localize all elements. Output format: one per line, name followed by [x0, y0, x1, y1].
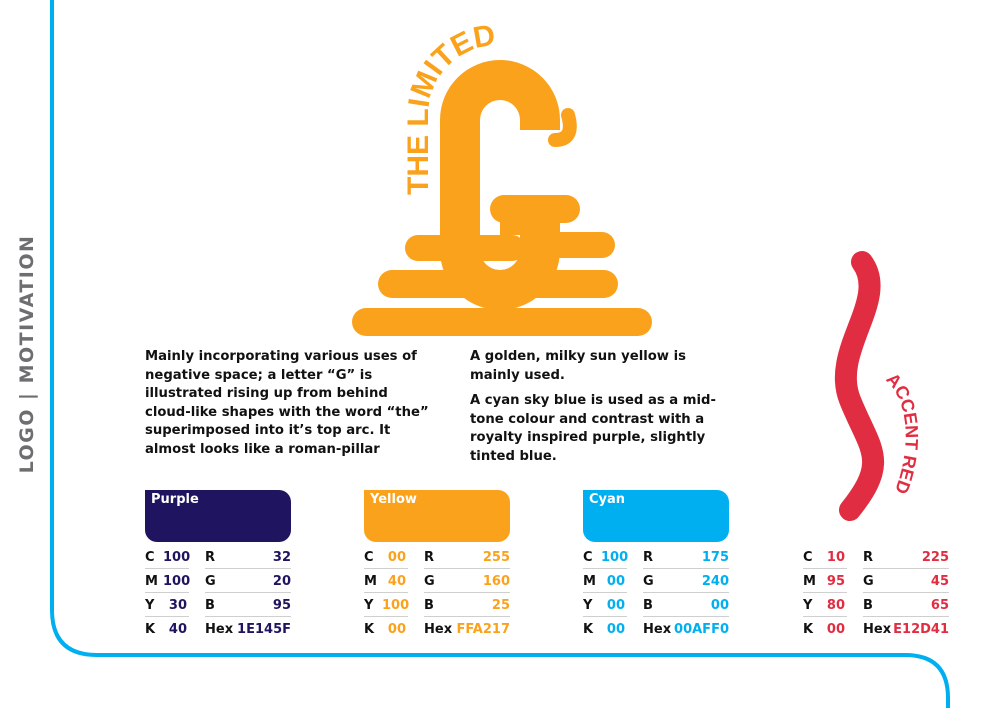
hex-value: 1E145F [237, 622, 291, 637]
description-left-text: Mainly incorporating various uses of neg… [145, 349, 429, 457]
cmyk-c: 100 [163, 549, 191, 565]
swatch-name: Yellow [370, 492, 417, 507]
description-right-2: A cyan sky blue is used as a mid-tone co… [470, 393, 716, 464]
cmyk-m: 95 [826, 573, 845, 589]
cmyk-k: 00 [387, 622, 406, 637]
palette-purple: Purple C 100 R 32 M 100 G 20 Y 30 B 95 K 40 Hex 1E14… [145, 490, 291, 642]
accent-red-wave: ACCENT RED [834, 251, 922, 521]
cmyk-y: 30 [168, 597, 187, 613]
limited-g-logo: THE LIMITED [352, 20, 652, 336]
hex-value: E12D41 [893, 622, 949, 637]
frame-line [50, 0, 950, 708]
swatch-red-spacer [803, 490, 949, 542]
cmyk-c: 100 [601, 549, 629, 565]
swatch-name: Purple [151, 492, 199, 507]
accent-label: ACCENT RED [882, 369, 921, 497]
description-right-1: A golden, milky sun yellow is mainly use… [470, 349, 686, 383]
rgb-g: 160 [482, 573, 510, 589]
palette-red: C 10 R 225 M 95 G 45 Y 80 B 65 K 00 Hex E12D41 [803, 490, 949, 642]
rgb-b: 65 [930, 597, 949, 613]
cmyk-m: 100 [163, 573, 191, 589]
rgb-b: 95 [272, 597, 291, 613]
description-right: A golden, milky sun yellow is mainly use… [470, 348, 730, 473]
rgb-r: 255 [482, 549, 510, 565]
rgb-r: 175 [701, 549, 729, 565]
hex-value: FFA217 [456, 622, 510, 637]
rgb-g: 240 [701, 573, 729, 589]
rgb-g: 45 [930, 573, 949, 589]
cmyk-c: 00 [387, 549, 406, 565]
rgb-g: 20 [272, 573, 291, 589]
side-title: LOGO | MOTIVATION [16, 234, 38, 474]
rgb-b: 25 [491, 597, 510, 613]
cmyk-y: 00 [606, 597, 625, 613]
palette-yellow: Yellow C 00 R 255 M 40 G 160 Y 100 B 25 K 00 Hex FFA… [364, 490, 510, 642]
rgb-b: 00 [710, 597, 729, 613]
rgb-r: 225 [921, 549, 949, 565]
rgb-r: 32 [272, 549, 291, 565]
palette-cyan: Cyan C 100 R 175 M 00 G 240 Y 00 B 00 K 00 Hex 00AFF… [583, 490, 729, 642]
cmyk-k: 00 [606, 622, 625, 637]
cmyk-k: 00 [826, 622, 845, 637]
hex-value: 00AFF0 [674, 622, 729, 637]
swatch-yellow: Yellow [364, 490, 510, 542]
cmyk-y: 80 [826, 597, 845, 613]
description-left: Mainly incorporating various uses of neg… [145, 348, 435, 466]
cmyk-m: 40 [387, 573, 406, 589]
cmyk-m: 00 [606, 573, 625, 589]
cmyk-k: 40 [168, 622, 187, 637]
swatch-name: Cyan [589, 492, 626, 507]
swatch-purple: Purple [145, 490, 291, 542]
cmyk-c: 10 [826, 549, 845, 565]
swatch-cyan: Cyan [583, 490, 729, 542]
cmyk-y: 100 [382, 597, 410, 613]
